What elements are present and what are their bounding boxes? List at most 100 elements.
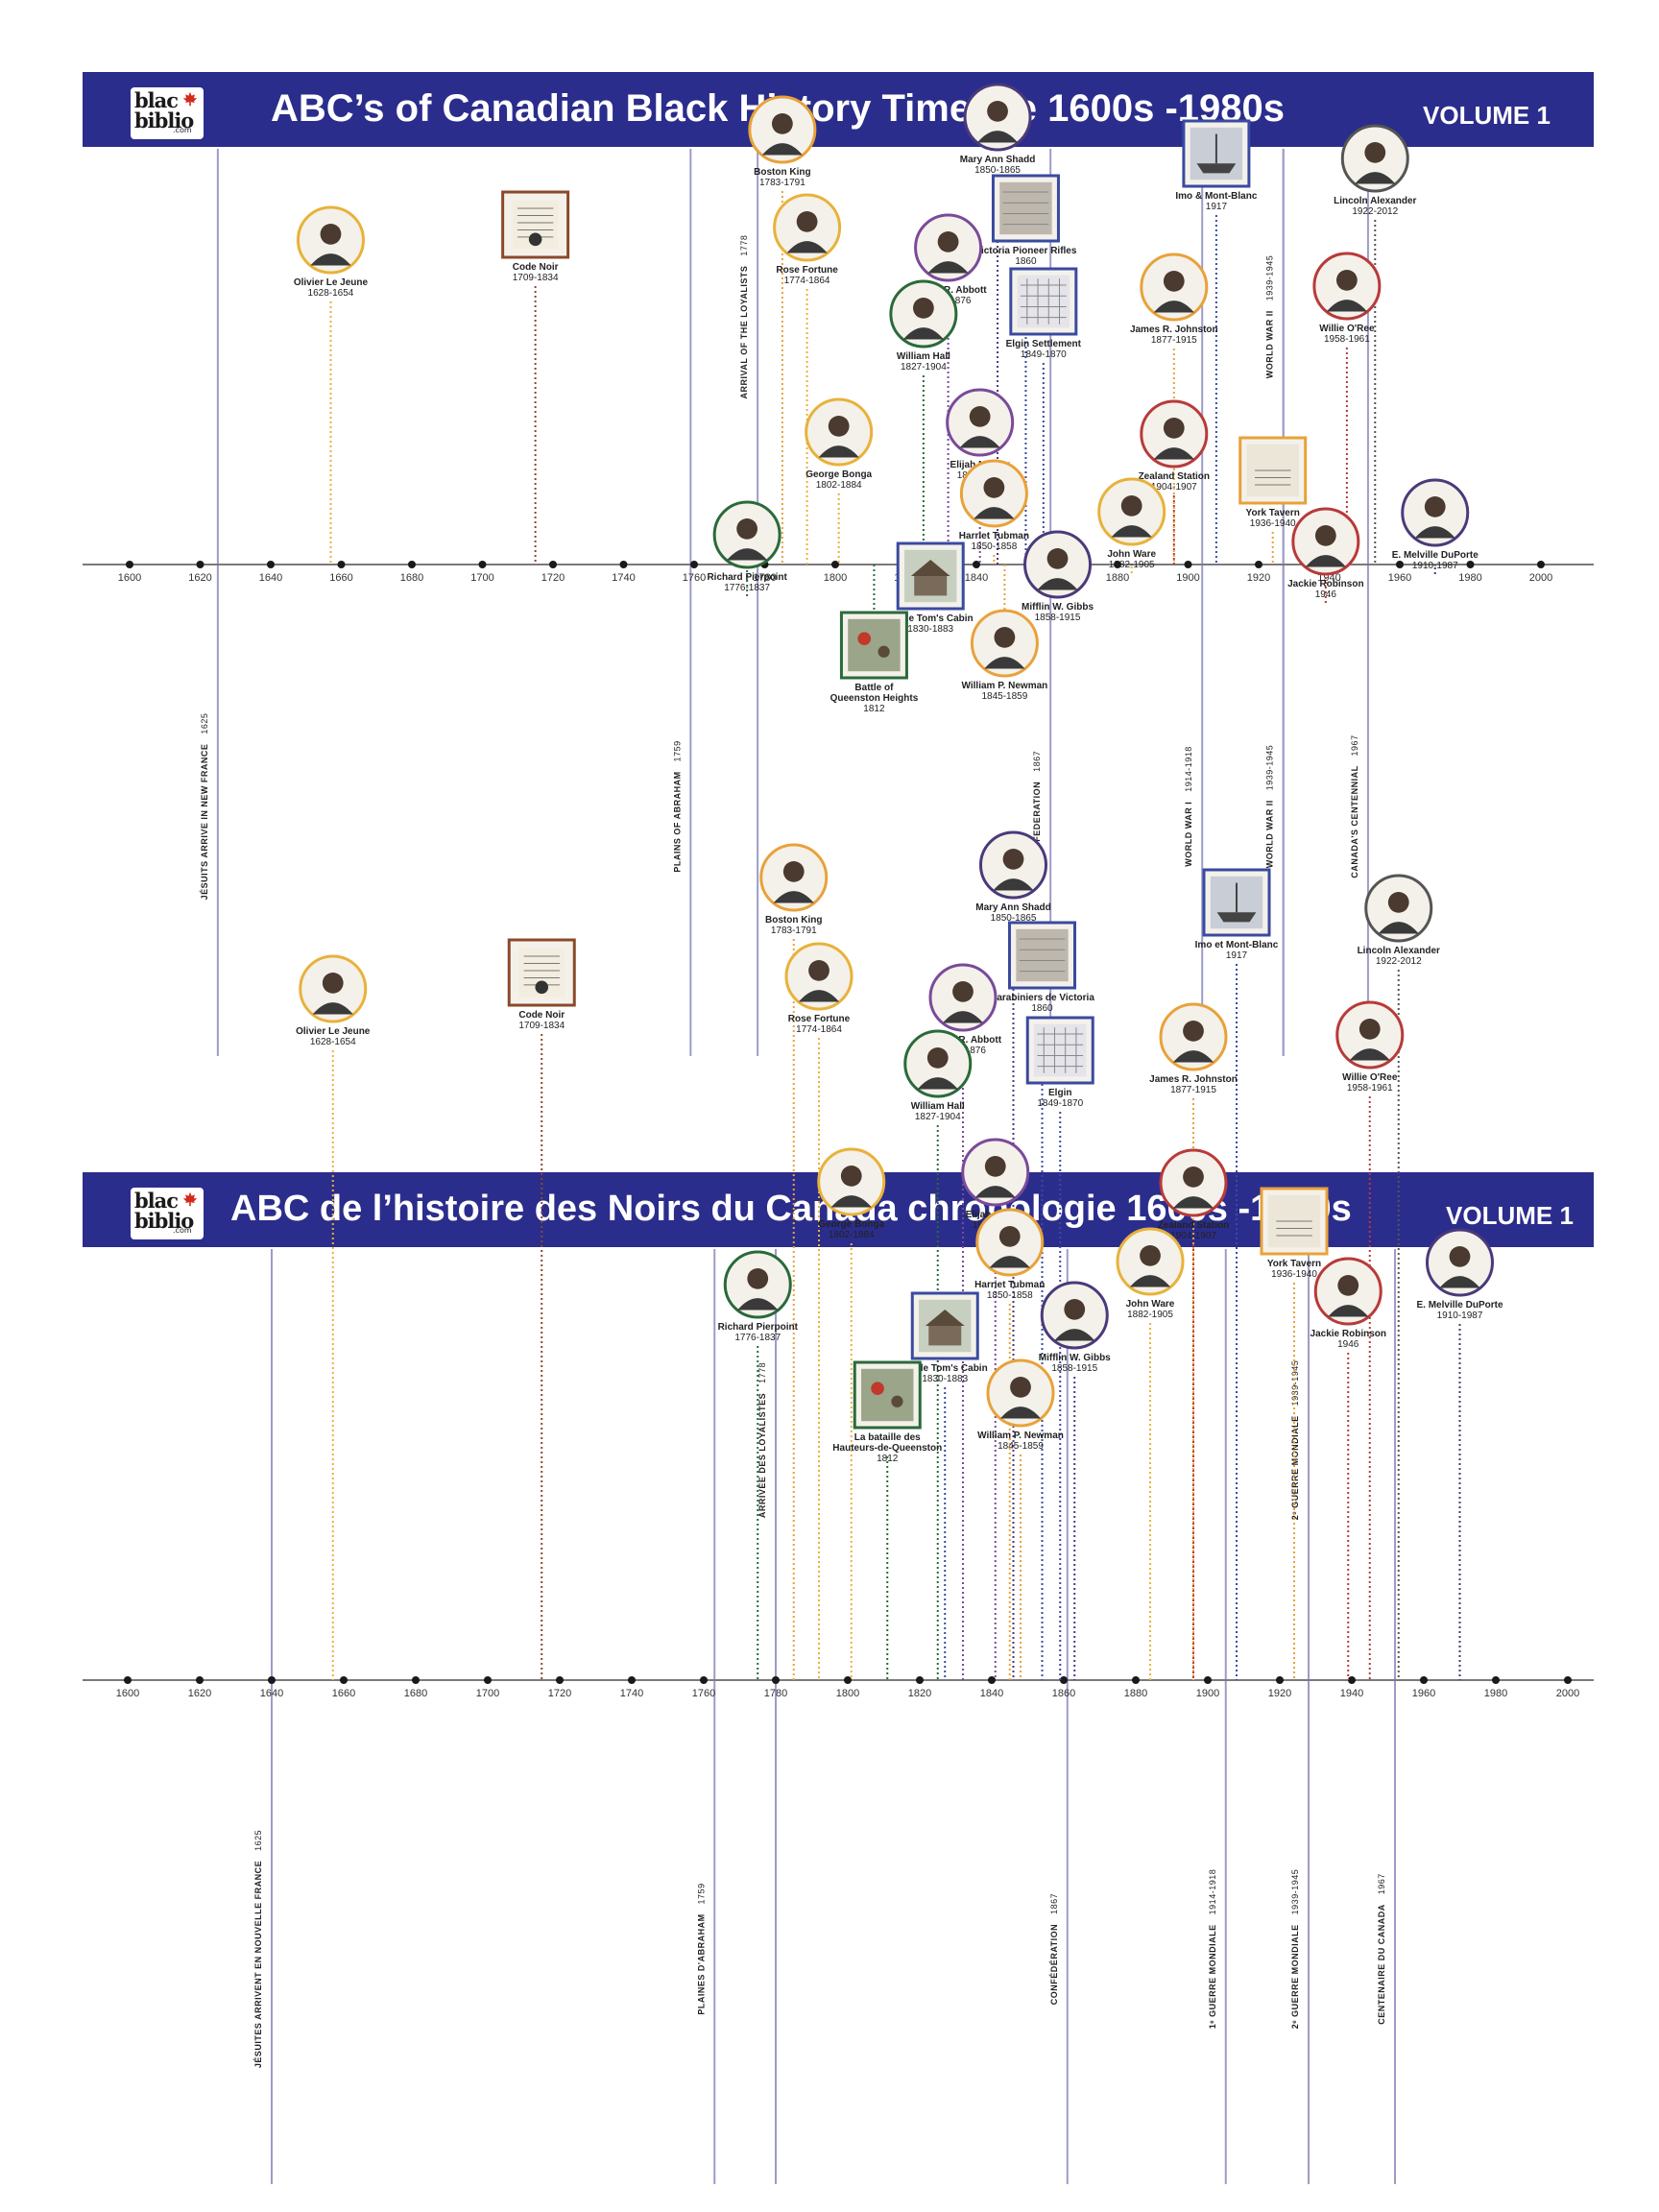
year-tick-label: 2000 [1556, 1688, 1579, 1699]
entry-name: John Ware [1107, 549, 1156, 560]
year-tick-label: 1700 [476, 1688, 499, 1699]
entry-name: Mary Ann Shadd [975, 902, 1051, 913]
year-tick-dot [408, 561, 416, 568]
event-line-6: 2ᵉ GUERRE MONDIALE 1939-1945 [1290, 1249, 1310, 2184]
entry-name: Imo & Mont-Blanc [1175, 191, 1257, 202]
entry-name: William Hall [911, 1101, 965, 1112]
year-tick-dot [1255, 561, 1262, 568]
blacbiblio-logo[interactable]: blac biblio .com [131, 1188, 204, 1239]
event-year: 1625 [200, 713, 209, 734]
portrait-icon [759, 843, 829, 912]
portrait-icon [299, 954, 368, 1023]
event-label: ARRIVAL OF THE LOYALISTS 1778 [739, 235, 749, 399]
entry-name: Willie O'Ree [1342, 1072, 1398, 1083]
entry-name: William P. Newman [962, 681, 1048, 691]
year-tick-dot [1184, 561, 1192, 568]
event-year: 1914-1918 [1184, 746, 1193, 792]
portrait-icon [1291, 507, 1360, 576]
portrait-icon [1340, 124, 1409, 193]
entry-dates: 1946 [1337, 1339, 1359, 1350]
photo-icon [1008, 921, 1076, 990]
year-tick-label: 1980 [1458, 572, 1481, 584]
blacbiblio-logo[interactable]: blac biblio .com [131, 87, 204, 139]
year-tick-dot [1420, 1676, 1428, 1684]
entry-name: Wilson R. Abbott [910, 285, 988, 296]
entry-name: Carabiniers de Victoria [990, 993, 1094, 1003]
year-tick-dot [988, 1676, 996, 1684]
entry-name: Olivier Le Jeune [294, 277, 369, 288]
soldier-icon [723, 1250, 792, 1319]
entry-dates: 1802-1884 [829, 1230, 875, 1240]
entry-dates: 1860 [1031, 1003, 1053, 1014]
year-tick-label: 1840 [965, 572, 988, 584]
entry-name: Zealand Station [1158, 1220, 1229, 1231]
event-label: CONFEDERATION 1867 [1032, 751, 1042, 862]
year-tick-dot [916, 1676, 924, 1684]
entry-name: La bataille des [854, 1432, 921, 1443]
year-tick-label: 1800 [836, 1688, 859, 1699]
event-line-4: 1ᵉ GUERRE MONDIALE 1914-1918 [1208, 1249, 1227, 2184]
entry-dates: 1628-1654 [308, 288, 354, 299]
entry-name: E. Melville DuPorte [1392, 550, 1479, 561]
entry-dates: 1917 [1226, 950, 1248, 961]
entry-dates: 1910-1987 [1412, 561, 1458, 571]
entry-dates: 1882-1905 [1109, 560, 1155, 570]
entry-dates: 1858-1915 [1035, 613, 1081, 623]
year-tick-label: 1600 [116, 1688, 139, 1699]
portrait-icon [1312, 252, 1382, 321]
entry-dates: 1858-1915 [1051, 1363, 1097, 1374]
year-tick-label: 1720 [548, 1688, 571, 1699]
event-label: ARRIVÉE DES LOYALISTES 1778 [757, 1362, 767, 1518]
event-name: CONFEDERATION [1032, 781, 1042, 862]
entry-dates: 1922-2012 [1352, 206, 1398, 217]
event-label: 1ᵉ GUERRE MONDIALE 1914-1918 [1208, 1869, 1217, 2029]
entry-dates: 1850-1858 [987, 1290, 1033, 1301]
